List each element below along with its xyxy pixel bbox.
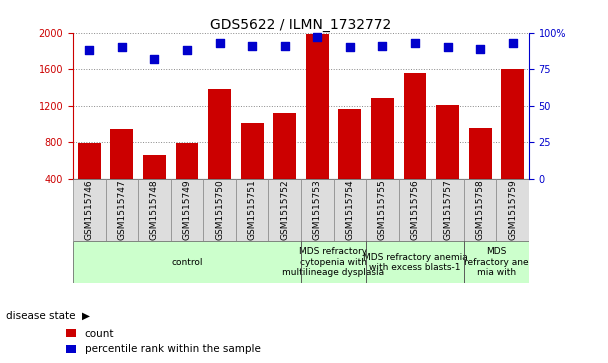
Text: GSM1515754: GSM1515754	[345, 180, 354, 240]
Point	[215, 40, 224, 46]
Point	[443, 44, 452, 50]
Point	[313, 34, 322, 40]
Point	[150, 56, 159, 62]
Bar	[496, 179, 529, 241]
Bar	[371, 98, 394, 215]
Text: control: control	[171, 258, 202, 267]
Bar	[301, 179, 334, 241]
Bar	[111, 130, 133, 215]
Bar	[73, 179, 106, 241]
Bar	[143, 155, 166, 215]
Point	[378, 43, 387, 49]
Bar	[436, 105, 459, 215]
Point	[117, 44, 126, 50]
Bar	[404, 73, 426, 215]
Text: GSM1515746: GSM1515746	[85, 180, 94, 240]
Text: GSM1515758: GSM1515758	[475, 180, 485, 240]
Bar	[268, 179, 301, 241]
Bar	[176, 143, 198, 215]
Text: GSM1515752: GSM1515752	[280, 180, 289, 240]
Bar	[301, 241, 366, 283]
Text: MDS
refractory ane
mia with: MDS refractory ane mia with	[464, 247, 529, 277]
Bar	[236, 179, 268, 241]
Bar	[464, 179, 496, 241]
Point	[247, 43, 257, 49]
Bar	[273, 113, 296, 215]
Bar	[73, 241, 301, 283]
Bar	[334, 179, 366, 241]
Point	[475, 46, 485, 52]
Text: MDS refractory anemia
with excess blasts-1: MDS refractory anemia with excess blasts…	[362, 253, 468, 272]
Legend: count, percentile rank within the sample: count, percentile rank within the sample	[66, 329, 261, 354]
Text: GSM1515757: GSM1515757	[443, 180, 452, 240]
Bar	[366, 241, 464, 283]
Bar	[241, 123, 263, 215]
Text: GSM1515750: GSM1515750	[215, 180, 224, 240]
Text: GSM1515749: GSM1515749	[182, 180, 192, 240]
Point	[410, 40, 420, 46]
Text: GSM1515759: GSM1515759	[508, 180, 517, 240]
Bar	[366, 179, 399, 241]
Title: GDS5622 / ILMN_1732772: GDS5622 / ILMN_1732772	[210, 18, 392, 32]
Bar	[208, 89, 231, 215]
Text: GSM1515753: GSM1515753	[313, 180, 322, 240]
Text: MDS refractory
cytopenia with
multilineage dysplasia: MDS refractory cytopenia with multilinea…	[283, 247, 385, 277]
Bar	[78, 143, 101, 215]
Bar	[339, 109, 361, 215]
Point	[280, 43, 289, 49]
Point	[345, 44, 354, 50]
Bar	[203, 179, 236, 241]
Bar	[464, 241, 529, 283]
Bar	[501, 69, 524, 215]
Bar	[399, 179, 431, 241]
Point	[85, 47, 94, 53]
Point	[508, 40, 517, 46]
Text: GSM1515747: GSM1515747	[117, 180, 126, 240]
Text: GSM1515748: GSM1515748	[150, 180, 159, 240]
Text: GSM1515756: GSM1515756	[410, 180, 420, 240]
Bar	[306, 34, 329, 215]
Bar	[138, 179, 171, 241]
Bar	[469, 128, 491, 215]
Text: GSM1515755: GSM1515755	[378, 180, 387, 240]
Point	[182, 47, 192, 53]
Bar	[171, 179, 203, 241]
Bar	[106, 179, 138, 241]
Text: disease state  ▶: disease state ▶	[6, 311, 90, 321]
Text: GSM1515751: GSM1515751	[247, 180, 257, 240]
Bar	[431, 179, 464, 241]
